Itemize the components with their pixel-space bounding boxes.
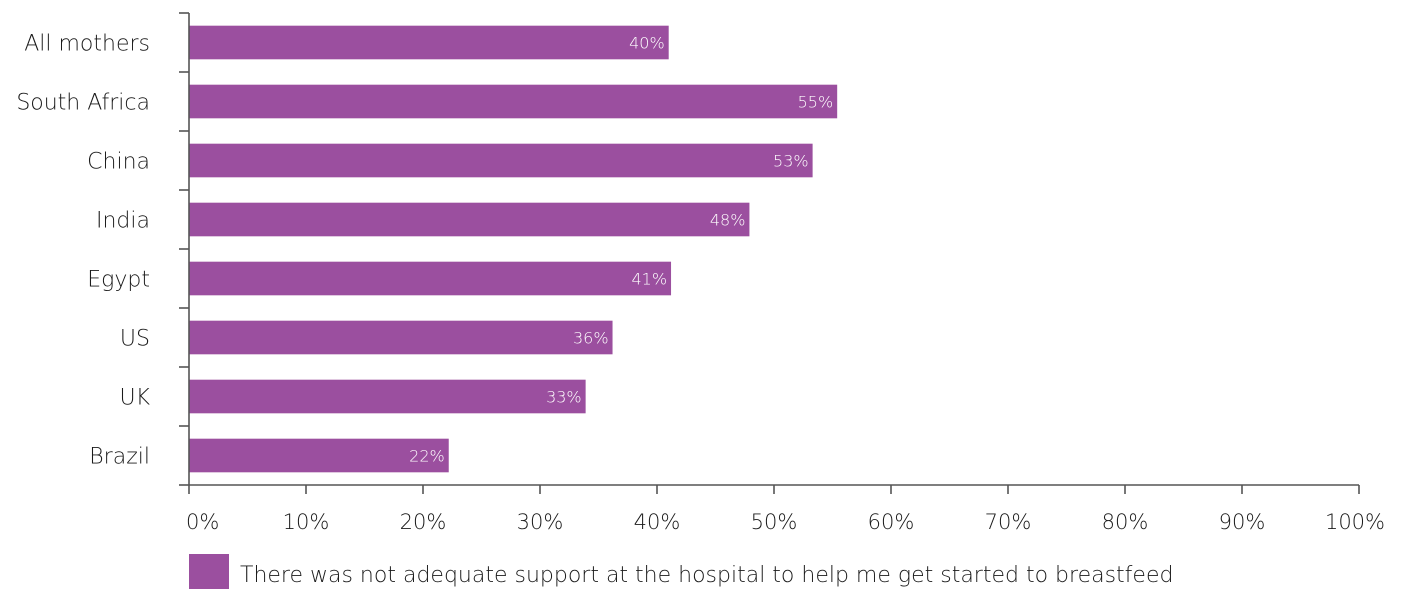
data-labels-group: 40% 55% 53% 48% 41% 36% 33% 22% bbox=[409, 34, 833, 466]
category-label: Egypt bbox=[87, 268, 150, 293]
x-tick-label: 30% bbox=[517, 510, 564, 534]
x-tick-label: 90% bbox=[1219, 510, 1266, 534]
x-tick-label: 40% bbox=[634, 510, 681, 534]
data-label: 48% bbox=[710, 211, 746, 230]
category-label: All mothers bbox=[24, 32, 150, 57]
category-labels-group: All mothers South Africa China India Egypt US… bbox=[16, 32, 150, 470]
bar-uk bbox=[189, 379, 586, 414]
category-label: US bbox=[120, 327, 150, 352]
x-tick-label: 80% bbox=[1102, 510, 1149, 534]
category-label: China bbox=[87, 150, 150, 175]
data-label: 33% bbox=[546, 388, 582, 407]
data-label: 41% bbox=[631, 270, 667, 289]
legend-label: There was not adequate support at the ho… bbox=[240, 563, 1173, 588]
data-label: 55% bbox=[798, 93, 834, 112]
data-label: 22% bbox=[409, 447, 445, 466]
bars-group bbox=[189, 25, 838, 473]
category-label: Brazil bbox=[89, 445, 150, 470]
bar-all-mothers bbox=[189, 25, 669, 60]
category-label: UK bbox=[119, 386, 150, 411]
category-label: South Africa bbox=[16, 91, 150, 116]
data-label: 40% bbox=[629, 34, 665, 53]
bar-egypt bbox=[189, 261, 672, 296]
x-tick-label: 100% bbox=[1325, 510, 1385, 534]
bar-south-africa bbox=[189, 84, 838, 119]
data-label: 53% bbox=[773, 152, 809, 171]
data-label: 36% bbox=[573, 329, 609, 348]
x-tick-label: 50% bbox=[751, 510, 798, 534]
x-tick-label: 70% bbox=[985, 510, 1032, 534]
x-axis: 0% 10% 20% 30% 40% 50% 60% 70% 80% 90% 100% bbox=[186, 484, 1385, 534]
legend-swatch bbox=[189, 554, 229, 589]
category-label: India bbox=[96, 209, 150, 234]
y-axis bbox=[179, 12, 190, 486]
x-tick-label: 20% bbox=[400, 510, 447, 534]
bar-india bbox=[189, 202, 750, 237]
bar-us bbox=[189, 320, 613, 355]
x-tick-label: 60% bbox=[868, 510, 915, 534]
x-tick-label: 10% bbox=[283, 510, 330, 534]
legend: There was not adequate support at the ho… bbox=[189, 554, 1173, 589]
bar-china bbox=[189, 143, 813, 178]
bar-brazil bbox=[189, 438, 449, 473]
x-tick-label: 0% bbox=[186, 510, 219, 534]
